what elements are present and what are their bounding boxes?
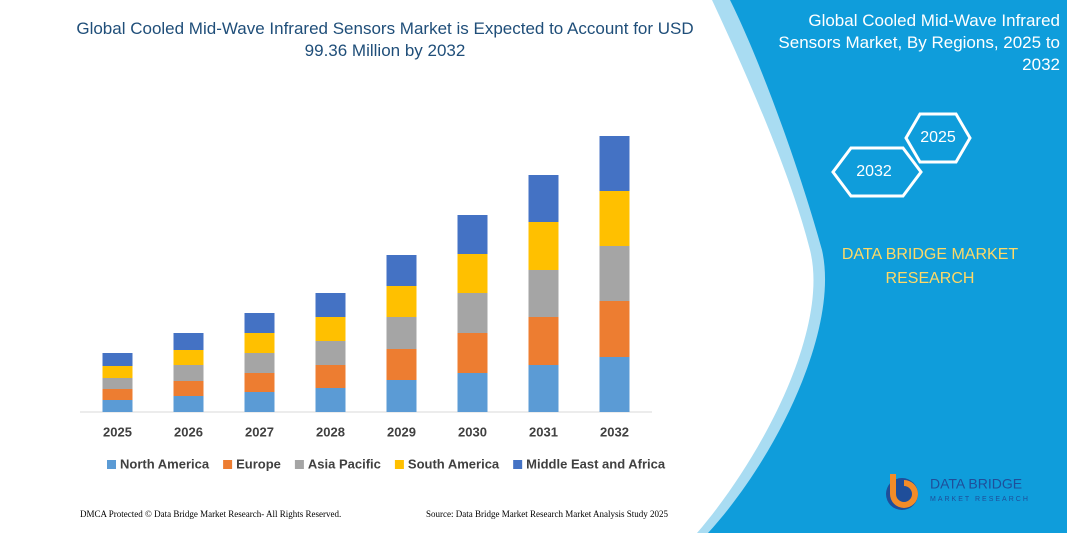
bar-segment <box>102 366 133 378</box>
title-box: Global Cooled Mid-Wave Infrared Sensors … <box>76 19 694 60</box>
bar-segment <box>457 373 488 412</box>
hexagon-label: 2025 <box>920 129 956 146</box>
hexagon-label: 2032 <box>856 163 892 180</box>
bar-segment <box>102 389 133 400</box>
bar-segment <box>599 357 630 412</box>
legend-label: North America <box>120 456 210 471</box>
bar-segment <box>386 317 417 349</box>
x-tick-label: 2026 <box>174 424 203 439</box>
bar-segment <box>386 255 417 286</box>
legend-label: Asia Pacific <box>308 456 381 471</box>
bar-segment <box>244 333 275 353</box>
bar-segment <box>315 365 346 388</box>
bar-segment <box>599 191 630 246</box>
bar-segment <box>173 381 204 396</box>
bar-segment <box>528 270 559 317</box>
bar-segment <box>386 286 417 317</box>
sidebar-title: Global Cooled Mid-Wave Infrared Sensors … <box>778 11 1060 74</box>
legend-swatch <box>394 460 404 469</box>
bar-segment <box>528 317 559 365</box>
sidebar-title-box: Global Cooled Mid-Wave Infrared Sensors … <box>778 11 1060 74</box>
bar-segment <box>386 349 417 380</box>
bar-segment <box>315 317 346 341</box>
hexagon <box>831 146 923 198</box>
sidebar-brand: DATA BRIDGE MARKET RESEARCH <box>841 246 1019 287</box>
x-tick-label: 2030 <box>458 424 487 439</box>
sidebar <box>708 0 1067 533</box>
logo-name: DATA BRIDGE <box>930 476 1022 492</box>
bar-segment <box>244 353 275 373</box>
bar-segment <box>528 365 559 412</box>
bar-segment <box>457 293 488 333</box>
x-tick-label: 2029 <box>387 424 416 439</box>
bar-segment <box>173 365 204 381</box>
bar-segment <box>386 380 417 412</box>
bar-segment <box>457 254 488 293</box>
logo-tagline: MARKET RESEARCH <box>930 496 1030 503</box>
bar-segment <box>315 341 346 365</box>
chart-title: Global Cooled Mid-Wave Infrared Sensors … <box>76 19 694 60</box>
bar-segment <box>173 333 204 350</box>
bar-segment <box>244 313 275 333</box>
legend-swatch <box>107 460 116 469</box>
x-tick-label: 2028 <box>316 424 345 439</box>
bar-segment <box>102 400 133 412</box>
bar-segment <box>173 396 204 412</box>
bar-segment <box>528 222 559 270</box>
x-tick-label: 2031 <box>529 424 558 439</box>
legend-swatch <box>513 460 523 469</box>
bar-segment <box>528 175 559 222</box>
footer-left: DMCA Protected © Data Bridge Market Rese… <box>80 509 341 519</box>
logo-mark <box>890 474 918 508</box>
bar-segment <box>457 333 488 373</box>
bar-segment <box>315 388 346 412</box>
bar-segment <box>457 215 488 254</box>
bar-segment <box>102 353 133 366</box>
hexagon <box>904 112 972 164</box>
bar-segment <box>102 378 133 389</box>
x-tick-label: 2027 <box>245 424 274 439</box>
bar-segment <box>599 136 630 191</box>
bar-segment <box>244 373 275 392</box>
bar-segment <box>173 350 204 365</box>
legend-swatch <box>223 460 233 469</box>
bar-segment <box>599 246 630 301</box>
legend-label: Europe <box>236 456 281 471</box>
legend-label: Middle East and Africa <box>526 456 666 471</box>
x-tick-label: 2032 <box>600 424 629 439</box>
bar-segment <box>599 301 630 357</box>
bar-segment <box>315 293 346 317</box>
legend-label: South America <box>408 456 500 471</box>
legend-swatch <box>294 460 304 469</box>
brand-box: DATA BRIDGE MARKET RESEARCH <box>841 246 1019 287</box>
footer-right: Source: Data Bridge Market Research Mark… <box>426 509 668 519</box>
x-tick-label: 2025 <box>103 424 132 439</box>
bar-segment <box>244 392 275 412</box>
